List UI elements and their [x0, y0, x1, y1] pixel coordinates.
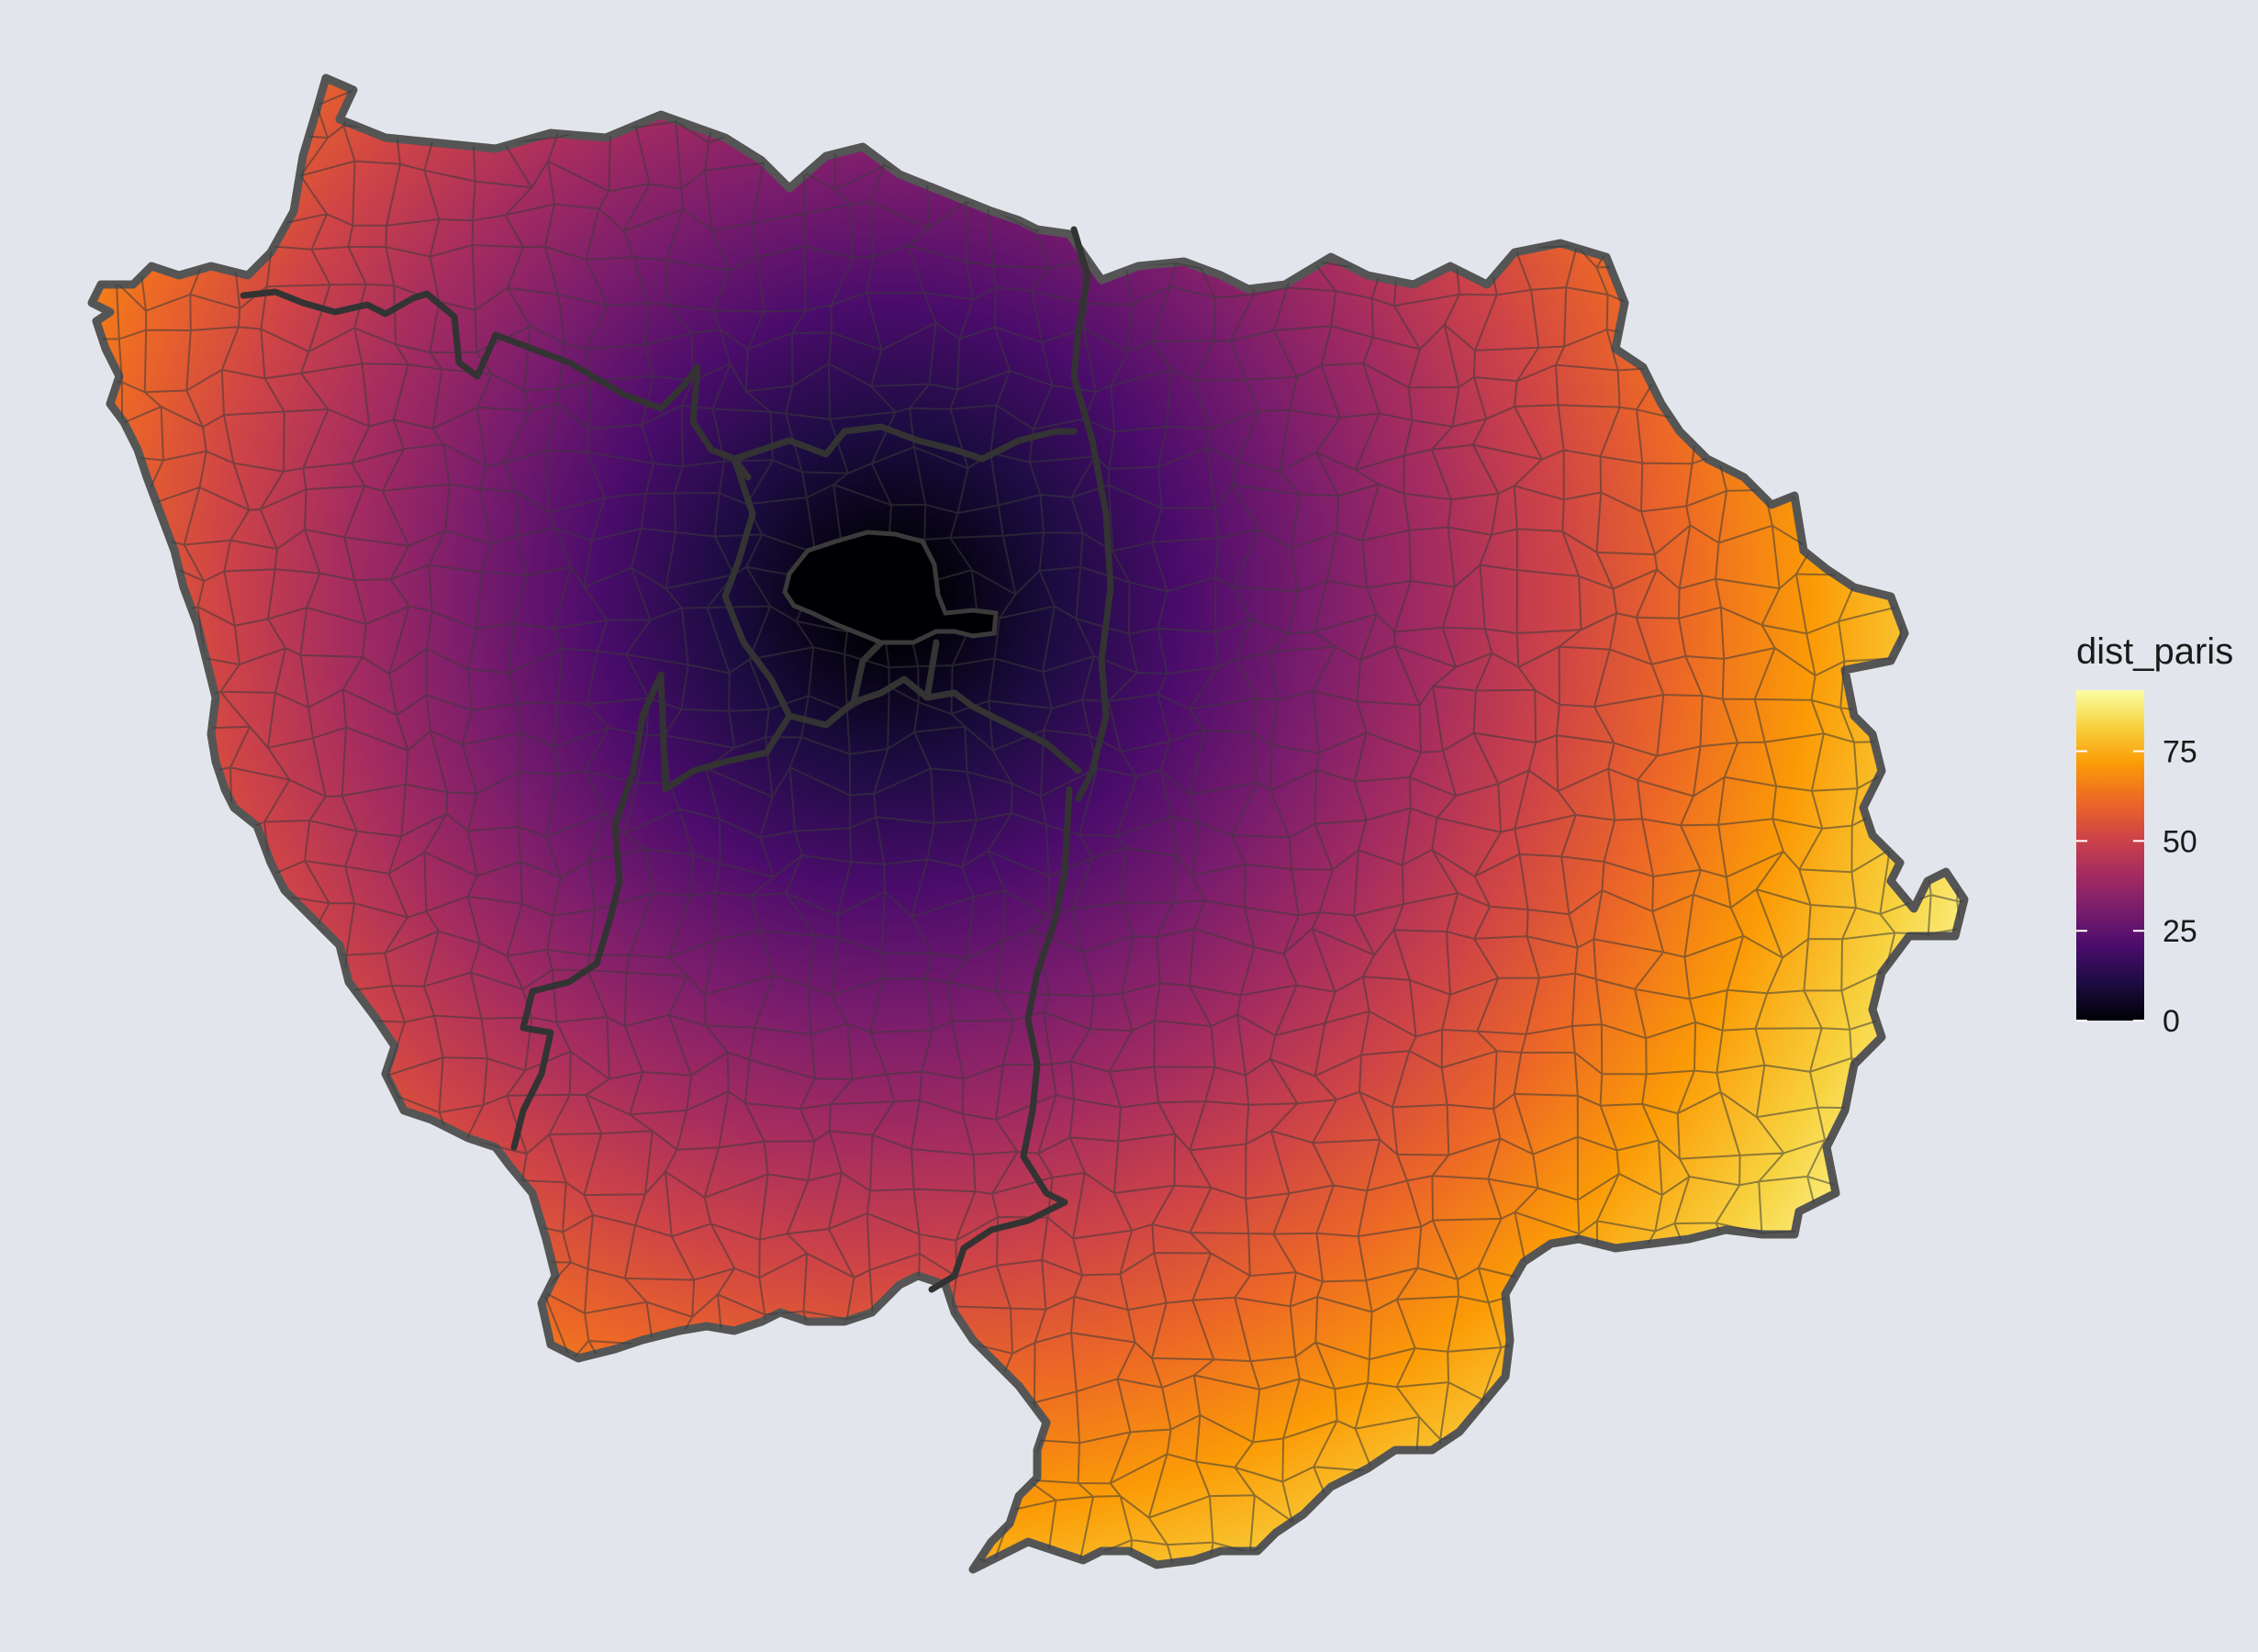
department-border-north — [1070, 226, 1114, 802]
commune-mesh — [92, 78, 1964, 1569]
legend-title: dist_paris — [2076, 631, 2233, 672]
department-border-inner-ring — [657, 423, 1082, 793]
department-border-southwest — [510, 671, 665, 1151]
legend-tick-label: 50 — [2163, 824, 2197, 859]
legend: dist_paris 0 25 50 75 — [2076, 631, 2233, 1039]
department-boundaries — [240, 226, 1114, 1293]
commune-boundaries — [92, 78, 1964, 1569]
legend-colorbar — [2076, 690, 2144, 1021]
legend-tick-label: 0 — [2163, 1004, 2180, 1039]
paris-commune — [782, 530, 999, 645]
legend-tick-label: 75 — [2163, 735, 2197, 770]
legend-tick-label: 25 — [2163, 914, 2197, 949]
legend-ticks: 0 25 50 75 — [2076, 735, 2197, 1039]
department-border-west — [240, 288, 752, 481]
department-border-south — [928, 786, 1073, 1293]
